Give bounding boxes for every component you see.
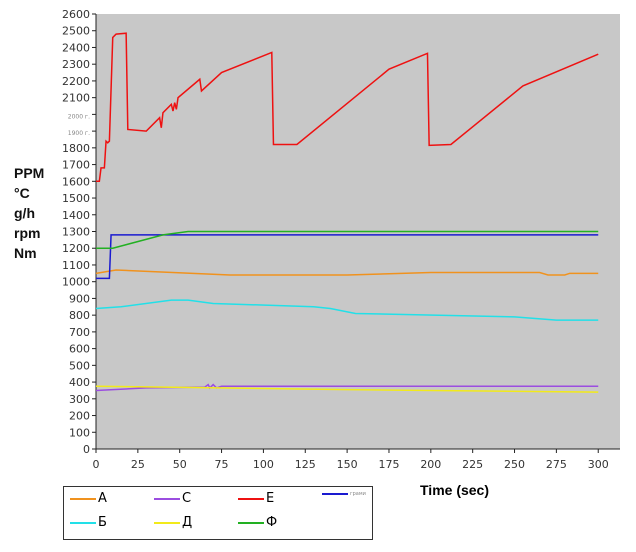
legend-label: А [98, 491, 107, 506]
series-line-Б [95, 299, 599, 321]
series-line-грами [96, 234, 599, 280]
legend-label: Ф [266, 515, 278, 530]
y-tick-label: 2600 [62, 8, 90, 21]
y-tick-label: 400 [69, 376, 90, 389]
series-line-Д [95, 385, 599, 393]
legend-item: Е [238, 491, 274, 506]
legend-swatch [70, 521, 96, 524]
y-tick-label: 1500 [62, 192, 90, 205]
y-tick-label: 1000 [62, 276, 90, 289]
y-tick-label: 300 [69, 393, 90, 406]
x-tick-label: 100 [253, 458, 274, 471]
series-line-Е [96, 32, 599, 183]
y-tick-label: 0 [83, 443, 90, 456]
legend-swatch [238, 521, 264, 524]
ylabel-celsius: °C [14, 185, 30, 201]
y-tick-label: 2000 г. [68, 113, 90, 120]
y-tick-label: 2100 [62, 92, 90, 105]
y-tick-label: 2200 [62, 75, 90, 88]
legend-item: С [154, 491, 191, 506]
legend-item: А [70, 491, 107, 506]
y-tick-label: 1900 г. [68, 130, 90, 137]
y-tick-label: 1200 [62, 242, 90, 255]
y-tick-label: 1400 [62, 209, 90, 222]
x-tick-label: 50 [173, 458, 187, 471]
legend-item: Ф [238, 515, 277, 530]
y-tick-label: 600 [69, 343, 90, 356]
x-tick-label: 25 [131, 458, 145, 471]
legend-swatch [322, 493, 348, 495]
legend-label: грами [350, 491, 366, 497]
x-tick-label: 150 [337, 458, 358, 471]
x-tick-label: 0 [93, 458, 100, 471]
x-tick-label: 200 [420, 458, 441, 471]
y-tick-label: 200 [69, 410, 90, 423]
legend-label: Е [266, 491, 275, 506]
legend-label: С [182, 491, 192, 506]
y-tick-label: 1600 [62, 175, 90, 188]
y-tick-label: 1100 [62, 259, 90, 272]
y-tick-label: 1700 [62, 159, 90, 172]
legend-swatch [154, 497, 180, 500]
y-tick-label: 2400 [62, 41, 90, 54]
legend-swatch [70, 497, 96, 500]
legend-label: Д [182, 515, 193, 530]
y-tick-label: 800 [69, 309, 90, 322]
y-tick-label: 100 [69, 426, 90, 439]
y-tick-label: 1800 [62, 142, 90, 155]
x-tick-label: 175 [378, 458, 399, 471]
y-tick-label: 1300 [62, 226, 90, 239]
y-tick-label: 700 [69, 326, 90, 339]
y-tick-label: 500 [69, 359, 90, 372]
legend-item: грами [322, 491, 366, 497]
legend-label: Б [98, 515, 107, 530]
x-axis-label: Time (sec) [420, 482, 489, 498]
legend-item: Б [70, 515, 107, 530]
series-line-А [95, 269, 599, 276]
x-tick-label: 250 [504, 458, 525, 471]
x-tick-label: 225 [462, 458, 483, 471]
ylabel-rpm: rpm [14, 225, 41, 241]
y-tick-label: 900 [69, 292, 90, 305]
series-line-Ф [96, 230, 599, 249]
legend-swatch [238, 497, 264, 500]
ylabel-nm: Nm [14, 245, 37, 261]
x-tick-label: 75 [215, 458, 229, 471]
ylabel-gh: g/h [14, 205, 35, 221]
y-tick-label: 2300 [62, 58, 90, 71]
legend-swatch [154, 521, 180, 524]
x-tick-label: 300 [588, 458, 609, 471]
ylabel-ppm: PPM [14, 165, 45, 181]
x-tick-label: 275 [546, 458, 567, 471]
y-tick-label: 2500 [62, 25, 90, 38]
x-tick-label: 125 [295, 458, 316, 471]
legend-item: Д [154, 515, 192, 530]
